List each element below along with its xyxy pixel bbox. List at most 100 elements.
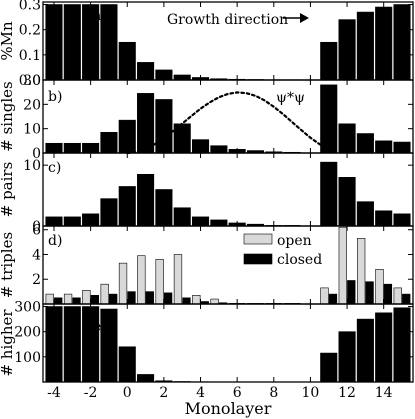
x-tick-label--4: -4 — [47, 385, 61, 401]
bar-d-open--2 — [82, 290, 91, 305]
bar-b-5 — [210, 145, 228, 154]
y-axis-label-a: %Mn — [0, 21, 16, 61]
bar-d-closed-3 — [182, 297, 191, 305]
bar-a--2 — [82, 4, 100, 81]
bar-c-2 — [155, 189, 173, 227]
panel-c: c) — [48, 160, 61, 176]
y-tick-label-c-1: 10 — [23, 158, 41, 174]
panel-d-label: d) — [48, 233, 62, 249]
y-tick-label-a-3: 0.3 — [19, 0, 41, 14]
y-tick-label-a-2: 0.2 — [19, 23, 41, 39]
bar-b-13 — [356, 133, 374, 154]
bar-b-1 — [137, 93, 155, 154]
y-tick-label-e-1: 200 — [14, 325, 41, 341]
bar-b-11 — [320, 84, 338, 154]
x-tick-label--2: -2 — [84, 385, 98, 401]
bar-d-closed--4 — [54, 297, 63, 305]
bar-d-closed-15 — [402, 293, 411, 305]
bar-d-closed--1 — [109, 293, 118, 305]
bar-e-14 — [375, 312, 393, 383]
growth-direction-label: Growth direction — [167, 12, 288, 28]
bar-a--1 — [100, 4, 118, 81]
wavefunction-curve — [126, 91, 330, 155]
x-tick-label-10: 10 — [302, 385, 320, 401]
bar-a-14 — [375, 6, 393, 81]
x-tick-label-0: 0 — [123, 385, 132, 401]
bar-d-closed-14 — [383, 283, 393, 305]
growth-direction-arrow — [283, 13, 309, 23]
y-tick-label-b-0: 0 — [32, 146, 41, 162]
y-tick-label-e-0: 100 — [14, 350, 41, 366]
legend-swatch-closed — [243, 253, 273, 265]
bar-e--3 — [63, 306, 81, 383]
y-tick-label-a-0: 0.0 — [19, 73, 41, 89]
bar-d-closed-12 — [347, 280, 356, 305]
bar-e--1 — [100, 308, 118, 383]
bar-a-13 — [356, 11, 374, 81]
bar-c-15 — [393, 213, 411, 227]
bar-d-open-13 — [356, 238, 366, 305]
x-tick-label-6: 6 — [233, 385, 242, 401]
bar-a--3 — [63, 4, 81, 81]
bar-e-13 — [356, 318, 374, 383]
panel-b: b) ψ*ψ — [48, 89, 305, 106]
legend-label-open: open — [277, 233, 312, 249]
x-tick-label-14: 14 — [375, 385, 393, 401]
y-axis-label-e: # higher — [0, 309, 16, 377]
bar-e-12 — [338, 331, 356, 383]
bar-e-15 — [393, 307, 411, 383]
bar-e-0 — [118, 346, 136, 383]
x-tick-label-4: 4 — [196, 385, 205, 401]
y-axis-label-b: # singles — [0, 81, 16, 151]
bar-c-13 — [356, 201, 374, 227]
bar-a-12 — [338, 19, 356, 81]
bar-d-closed-0 — [127, 291, 136, 305]
bar-e--4 — [45, 306, 63, 383]
bar-a-11 — [320, 41, 338, 81]
bar-d-closed-1 — [145, 291, 154, 305]
bar-d-open-5 — [210, 298, 219, 305]
x-tick-label-8: 8 — [269, 385, 278, 401]
bar-d-open-4 — [192, 295, 201, 305]
y-axis-label-c: # pairs — [0, 162, 16, 218]
bar-d-closed--2 — [90, 295, 100, 305]
y-axis-label-d: # triples — [0, 232, 16, 298]
y-tick-label-d-0: 2 — [32, 272, 41, 288]
bar-c--3 — [63, 216, 81, 227]
panel-c-label: c) — [48, 160, 61, 176]
bar-c-3 — [173, 207, 191, 227]
bar-d-open--1 — [100, 283, 109, 305]
bar-c-12 — [338, 177, 356, 227]
y-tick-label-b-2: 20 — [23, 97, 41, 113]
bar-a-0 — [118, 41, 136, 81]
bar-e-11 — [320, 352, 338, 383]
bar-d-closed-13 — [365, 281, 374, 305]
bar-e-1 — [137, 374, 155, 383]
bar-d-open-14 — [375, 269, 384, 305]
bar-a-1 — [137, 62, 155, 81]
wavefunction-curve-label: ψ*ψ — [276, 90, 305, 106]
bar-b--1 — [100, 132, 118, 154]
bar-c-5 — [210, 219, 228, 227]
y-tick-label-a-1: 0.1 — [19, 48, 41, 64]
bar-d-closed-2 — [163, 292, 173, 305]
y-tick-label-d-1: 4 — [32, 247, 41, 263]
bar-d-open-11 — [320, 287, 329, 305]
bar-d-open--4 — [45, 293, 54, 305]
legend-swatch-open — [243, 233, 273, 245]
legend: open closed — [243, 233, 322, 268]
bar-b-15 — [393, 141, 411, 154]
y-tick-label-b-3: 30 — [23, 73, 41, 89]
bar-d-open-1 — [137, 255, 146, 305]
bar-d-open-15 — [393, 287, 402, 305]
bar-d-open-3 — [173, 254, 183, 305]
bar-c-1 — [137, 173, 155, 227]
bar-a--4 — [45, 4, 63, 81]
panel-b-label: b) — [48, 89, 62, 105]
x-tick-label-12: 12 — [338, 385, 356, 401]
panel-a: a) Growth direction — [93, 8, 309, 28]
bar-d-closed--3 — [72, 297, 81, 305]
bar-d-open-0 — [118, 262, 128, 305]
